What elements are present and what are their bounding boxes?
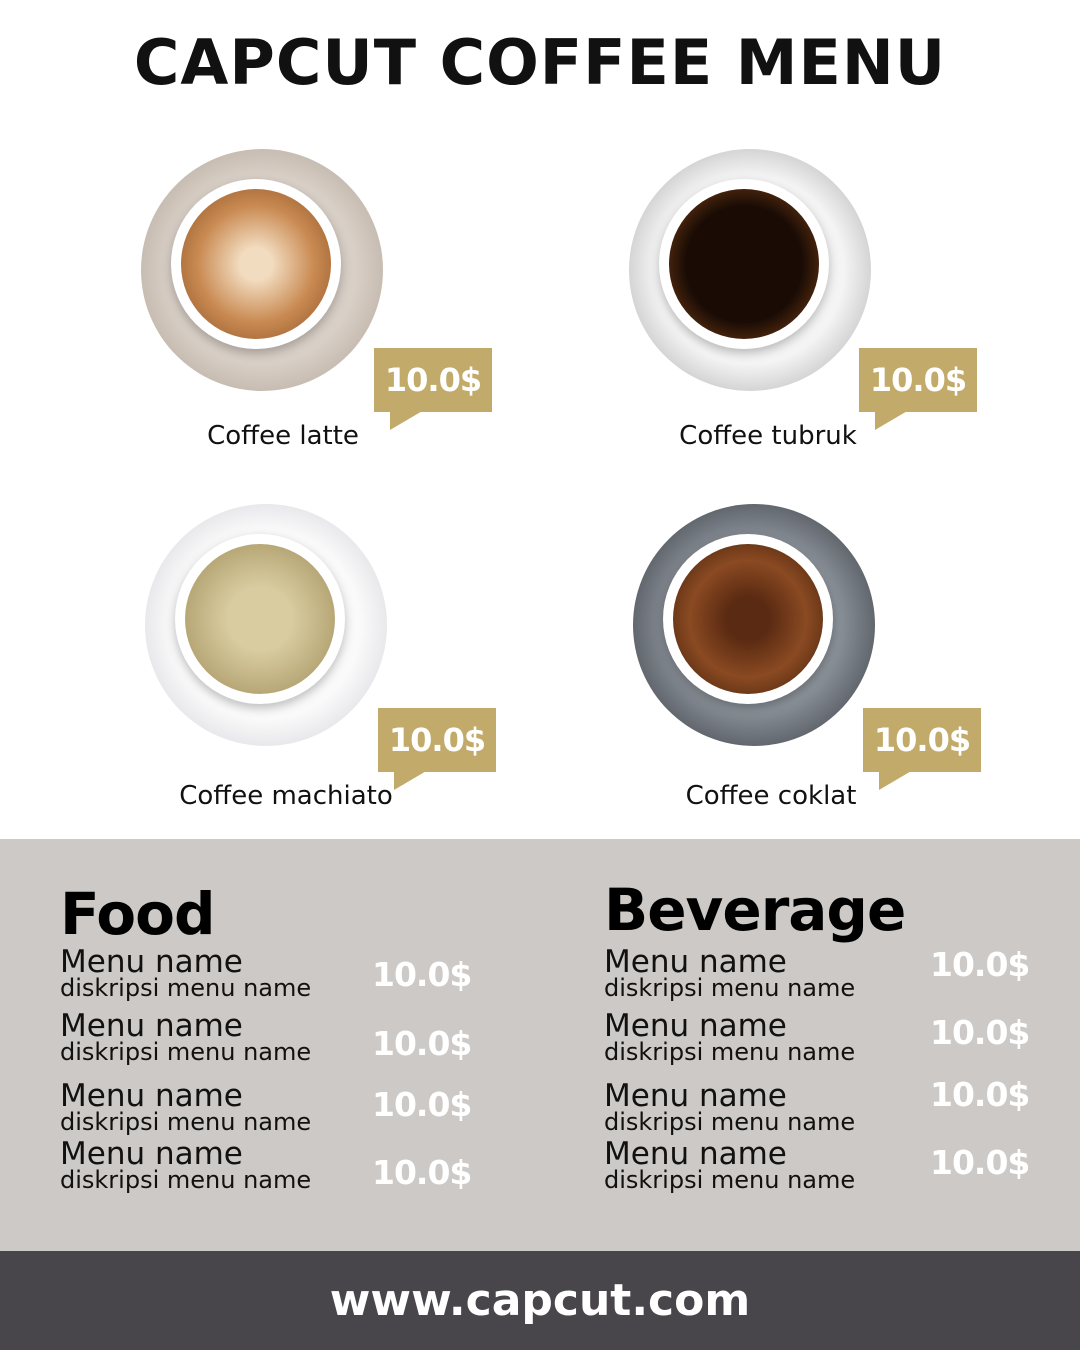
product-name: Coffee latte [207, 421, 359, 451]
beverage-item: Menu name diskripsi menu name [604, 1078, 856, 1136]
food-item: Menu name diskripsi menu name [60, 1078, 312, 1136]
item-name: Menu name [604, 1078, 787, 1114]
item-desc: diskripsi menu name [60, 1108, 312, 1136]
item-desc: diskripsi menu name [60, 1166, 312, 1194]
product-name: Coffee machiato [179, 781, 393, 811]
item-price: 10.0$ [372, 1085, 472, 1124]
food-item: Menu name diskripsi menu name [60, 1008, 312, 1066]
item-price: 10.0$ [372, 955, 472, 994]
item-price: 10.0$ [930, 1143, 1030, 1182]
beverage-item: Menu name diskripsi menu name [604, 1136, 856, 1194]
coffee-machiato-image [145, 504, 387, 746]
item-name: Menu name [604, 944, 787, 980]
page-title: CAPCUT COFFEE MENU [133, 26, 947, 99]
product-name: Coffee coklat [685, 781, 857, 811]
price-tag: 10.0$ [859, 348, 977, 430]
item-price: 10.0$ [930, 1013, 1030, 1052]
item-name: Menu name [60, 944, 243, 980]
price-tag: 10.0$ [378, 708, 496, 790]
food-item: Menu name diskripsi menu name [60, 944, 312, 1002]
item-desc: diskripsi menu name [604, 974, 856, 1002]
beverage-item: Menu name diskripsi menu name [604, 944, 856, 1002]
item-price: 10.0$ [372, 1153, 472, 1192]
price-tag: 10.0$ [374, 348, 492, 430]
product-name: Coffee tubruk [679, 421, 857, 451]
beverage-item: Menu name diskripsi menu name [604, 1008, 856, 1066]
food-heading: Food [60, 880, 215, 948]
item-name: Menu name [60, 1136, 243, 1172]
item-name: Menu name [604, 1136, 787, 1172]
item-name: Menu name [604, 1008, 787, 1044]
beverage-heading: Beverage [604, 876, 906, 944]
item-price: 10.0$ [930, 1075, 1030, 1114]
coffee-latte-image [141, 149, 383, 391]
item-desc: diskripsi menu name [60, 974, 312, 1002]
item-name: Menu name [60, 1078, 243, 1114]
item-desc: diskripsi menu name [604, 1038, 856, 1066]
price-tag: 10.0$ [863, 708, 981, 790]
item-desc: diskripsi menu name [604, 1108, 856, 1136]
coffee-coklat-image [633, 504, 875, 746]
menu-panel [0, 839, 1080, 1251]
food-item: Menu name diskripsi menu name [60, 1136, 312, 1194]
item-desc: diskripsi menu name [60, 1038, 312, 1066]
item-name: Menu name [60, 1008, 243, 1044]
item-price: 10.0$ [372, 1024, 472, 1063]
coffee-tubruk-image [629, 149, 871, 391]
item-desc: diskripsi menu name [604, 1166, 856, 1194]
item-price: 10.0$ [930, 945, 1030, 984]
footer-url[interactable]: www.capcut.com [0, 1251, 1080, 1350]
